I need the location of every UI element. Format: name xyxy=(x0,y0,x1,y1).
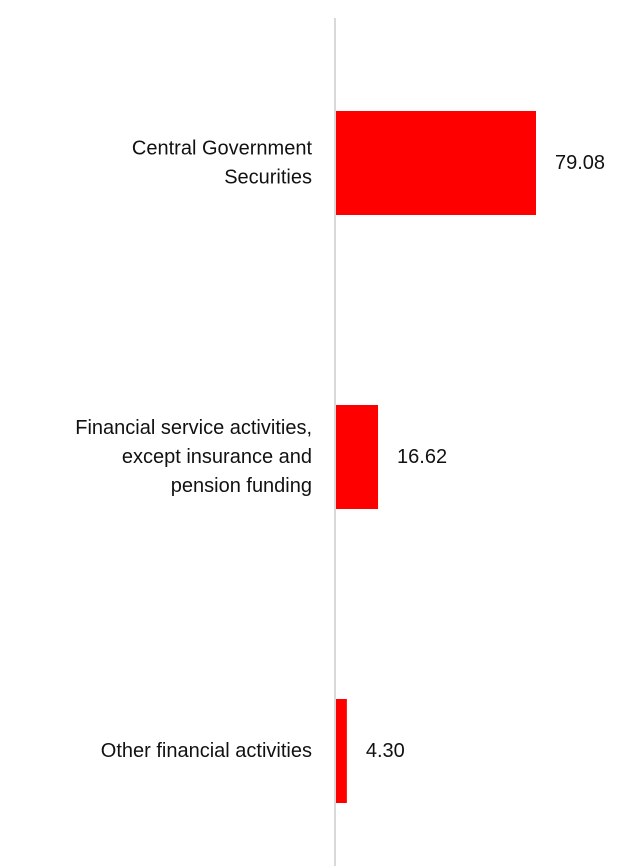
category-label-line: Financial service activities, xyxy=(75,417,312,439)
data-label: 79.08 xyxy=(555,152,605,174)
category-tick-label: Other financial activities xyxy=(101,740,312,762)
category-label-line: except insurance and xyxy=(122,446,312,468)
category-label-line: Central Government xyxy=(132,138,313,160)
data-label: 16.62 xyxy=(397,446,447,468)
labels-layer: 79.08 Central Government Securities 16.62 Fi… xyxy=(75,138,605,763)
bar xyxy=(336,405,379,509)
category-tick-label: Financial service activities, except insu… xyxy=(75,417,312,497)
data-label: 4.30 xyxy=(366,740,405,762)
category-label-line: Securities xyxy=(224,167,312,189)
bar xyxy=(336,111,536,215)
category-label-line: pension funding xyxy=(171,475,312,497)
category-label-line: Other financial activities xyxy=(101,740,312,762)
category-tick-label: Central Government Securities xyxy=(132,138,313,189)
bars-layer xyxy=(336,111,536,803)
bar xyxy=(336,699,347,803)
